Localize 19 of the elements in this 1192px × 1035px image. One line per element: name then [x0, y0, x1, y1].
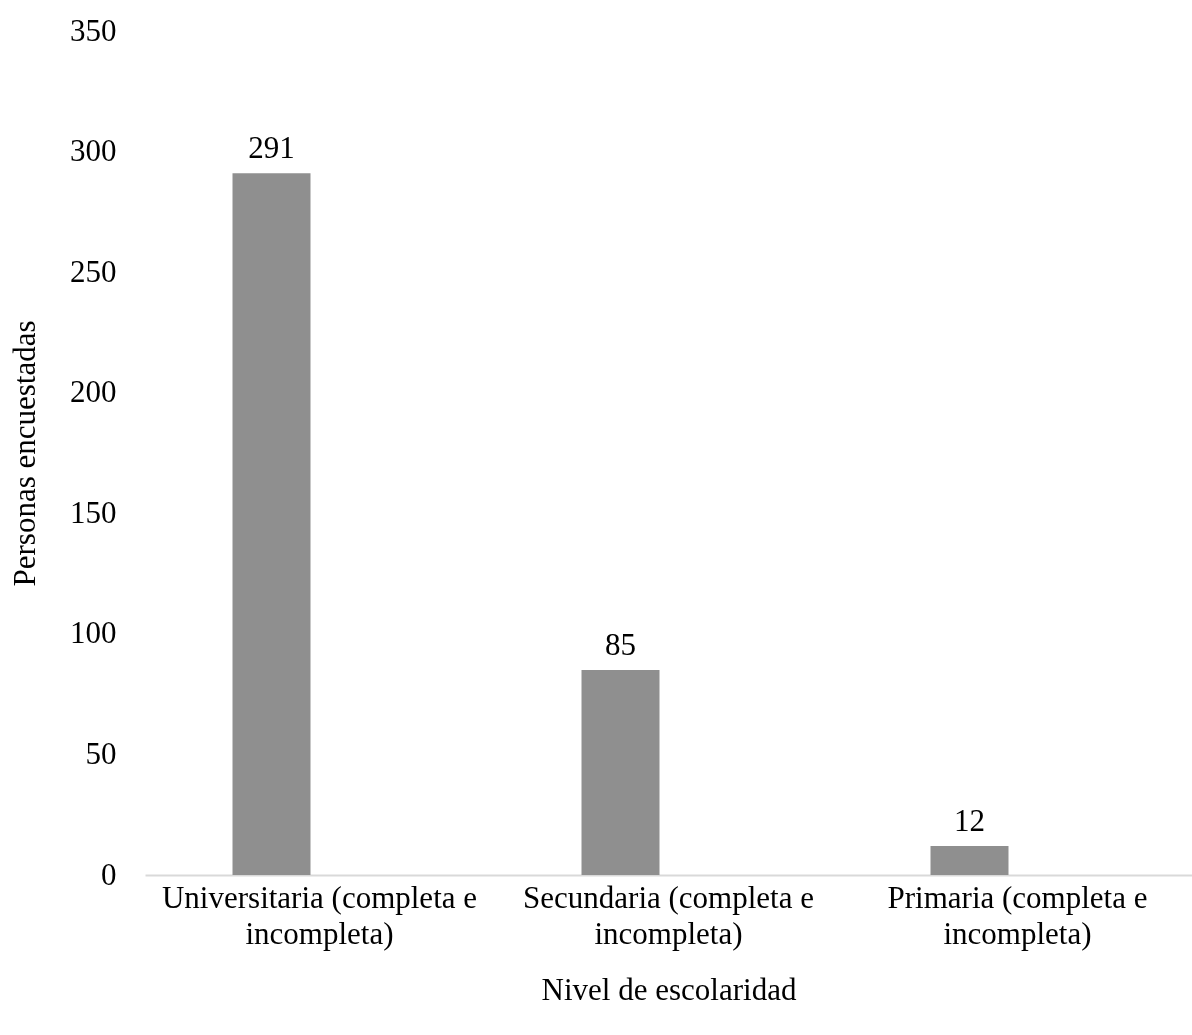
x-tick-label: Universitaria (completa e incompleta) — [161, 879, 478, 951]
y-tick-label: 100 — [70, 615, 117, 651]
y-tick-label: 200 — [70, 374, 117, 410]
data-label: 85 — [605, 627, 636, 663]
y-tick-label: 250 — [70, 253, 117, 289]
y-tick-label: 50 — [85, 735, 117, 771]
bar — [581, 670, 660, 875]
y-tick-label: 350 — [70, 12, 117, 48]
y-tick-label: 150 — [70, 494, 117, 530]
bar — [232, 173, 311, 875]
y-tick-label: 0 — [101, 856, 117, 892]
data-label: 291 — [248, 130, 295, 166]
x-tick-label: Secundaria (completa e incompleta) — [523, 879, 814, 951]
data-label: 12 — [954, 803, 985, 839]
x-tick-label: Primaria (completa e incompleta) — [887, 879, 1148, 951]
bar — [930, 846, 1009, 875]
x-axis-title: Nivel de escolaridad — [541, 971, 797, 1007]
y-tick-label: 300 — [70, 133, 117, 169]
y-axis-title: Personas encuestadas — [7, 320, 42, 587]
